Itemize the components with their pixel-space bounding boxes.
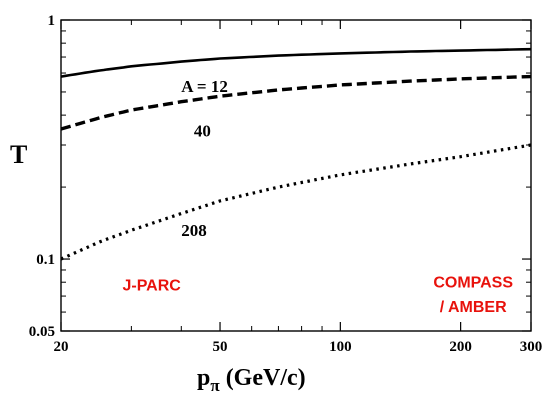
series-line-3 <box>60 143 532 261</box>
tick-marks <box>60 19 532 332</box>
x-axis-title: pπ (GeV/c) <box>197 365 306 395</box>
x-axis-title-units: (GeV/c) <box>220 365 306 391</box>
curve-label-2: 40 <box>194 122 211 141</box>
annotation-1: J-PARC <box>122 277 181 294</box>
series-line-2 <box>60 74 532 131</box>
y-tick-label: 1 <box>48 13 56 29</box>
plot-frame <box>60 19 532 332</box>
annotation-3: / AMBER <box>440 299 507 316</box>
series-line-1 <box>60 47 532 78</box>
y-tick-label: 0.05 <box>29 324 55 340</box>
data-curves <box>60 47 532 261</box>
tick-labels: 20 50 100 200 300 0.05 0.1 1 <box>29 13 543 355</box>
curve-labels: A = 12 40 208 <box>181 77 228 240</box>
y-axis-title: T <box>10 140 27 169</box>
curve-label-3: 208 <box>181 221 207 240</box>
annotations: J-PARC COMPASS / AMBER <box>122 275 513 317</box>
x-axis-title-main: p <box>197 365 210 391</box>
x-tick-label: 300 <box>520 339 543 355</box>
x-axis-title-subscript: π <box>210 376 220 395</box>
x-tick-label: 20 <box>54 339 69 355</box>
x-tick-label: 200 <box>449 339 472 355</box>
curve-label-1: A = 12 <box>181 77 228 96</box>
x-tick-label: 50 <box>213 339 228 355</box>
y-tick-label: 0.1 <box>36 252 55 268</box>
annotation-2: COMPASS <box>433 275 513 292</box>
x-tick-label: 100 <box>329 339 352 355</box>
